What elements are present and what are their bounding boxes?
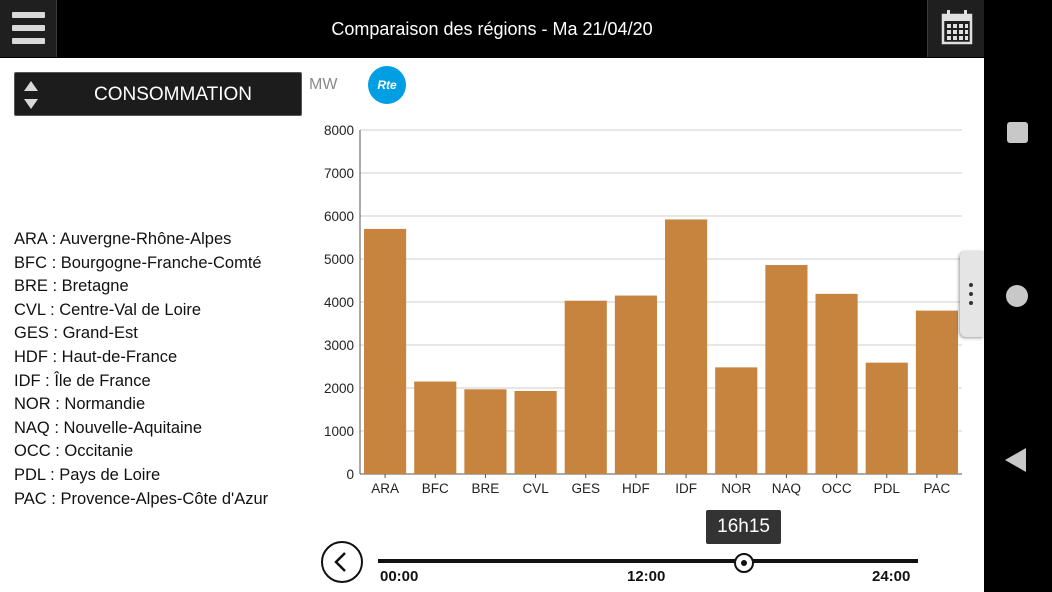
legend-item: PDL : Pays de Loire	[14, 465, 161, 484]
rte-logo: Rte	[368, 66, 406, 104]
x-tick-label: ARA	[371, 481, 399, 496]
metric-selector-label: CONSOMMATION	[94, 84, 252, 105]
legend-item: ARA : Auvergne-Rhône-Alpes	[14, 230, 232, 248]
back-triangle-icon[interactable]	[1005, 448, 1026, 472]
region-legend: ARA : Auvergne-Rhône-Alpes BFC : Bourgogn…	[14, 228, 268, 511]
bar-ara	[364, 228, 407, 474]
x-tick-label: NAQ	[772, 481, 801, 496]
x-tick-label: HDF	[622, 481, 650, 496]
system-nav-bar	[984, 0, 1052, 592]
x-tick-label: PAC	[924, 481, 951, 496]
x-tick-label: BRE	[472, 481, 500, 496]
home-icon[interactable]	[1006, 285, 1028, 307]
legend-item: PAC : Provence-Alpes-Côte d'Azur	[14, 489, 269, 508]
bar-pdl	[865, 362, 908, 474]
legend-item: BFC : Bourgogne-Franche-Comté	[14, 253, 262, 272]
slider-knob-dot	[740, 560, 747, 566]
x-tick-label: CVL	[522, 481, 549, 496]
legend-item: OCC : Occitanie	[14, 442, 134, 461]
legend-item: GES : Grand-Est	[14, 324, 138, 343]
x-tick-label: IDF	[675, 481, 697, 496]
y-tick-label: 6000	[324, 209, 354, 224]
x-tick-label: PDL	[874, 481, 901, 496]
y-tick-label: 0	[346, 467, 354, 482]
x-tick-label: OCC	[822, 481, 852, 496]
time-label-start: 00:00	[380, 568, 419, 585]
legend-item: NOR : Normandie	[14, 395, 146, 414]
y-tick-label: 4000	[324, 295, 354, 310]
time-label-mid: 12:00	[627, 568, 666, 585]
y-tick-label: 3000	[324, 338, 354, 353]
y-tick-label: 2000	[324, 381, 354, 396]
bar-chart: 0 1000 2000 3000 4000 5000 6000 7000 8000 ARA BFC B…	[324, 123, 962, 496]
bar-nor	[715, 367, 758, 474]
bar-bfc	[414, 381, 457, 474]
unit-label: MW	[309, 76, 338, 93]
legend-item: IDF : Île de France	[14, 371, 151, 390]
legend-item: NAQ : Nouvelle-Aquitaine	[14, 418, 203, 437]
side-panel-handle[interactable]	[960, 251, 984, 337]
y-tick-label: 8000	[324, 123, 354, 138]
chevron-left-icon	[334, 552, 346, 572]
bar-occ	[815, 293, 858, 474]
y-tick-label: 1000	[324, 424, 354, 439]
top-bar: Comparaison des régions - Ma 21/04/20	[0, 0, 984, 58]
bar-idf	[665, 219, 708, 474]
y-tick-label: 5000	[324, 252, 354, 267]
time-slider-knob[interactable]	[733, 553, 754, 573]
legend-item: BRE : Bretagne	[14, 277, 129, 296]
x-tick-label: BFC	[422, 481, 449, 496]
up-down-arrows-icon	[24, 81, 38, 109]
x-tick-label: NOR	[721, 481, 751, 496]
bar-bre	[464, 389, 507, 474]
bar-naq	[765, 265, 808, 474]
x-tick-label: GES	[571, 481, 600, 496]
back-button[interactable]	[321, 541, 363, 583]
time-tooltip: 16h15	[706, 510, 782, 544]
legend-item: CVL : Centre-Val de Loire	[14, 300, 202, 319]
time-slider-track[interactable]	[378, 559, 918, 563]
recents-icon[interactable]	[1007, 122, 1028, 143]
y-tick-label: 7000	[324, 166, 354, 181]
bar-hdf	[614, 295, 657, 474]
page-title: Comparaison des régions - Ma 21/04/20	[331, 19, 653, 39]
calendar-icon	[941, 10, 973, 45]
app-screen: Comparaison des régions - Ma 21/04/20	[0, 0, 984, 585]
bar-ges	[564, 300, 607, 474]
legend-item: HDF : Haut-de-France	[14, 347, 178, 366]
bar-pac	[915, 310, 958, 474]
menu-button[interactable]	[0, 0, 57, 57]
time-label-end: 24:00	[872, 568, 911, 585]
bar-cvl	[514, 391, 557, 474]
metric-selector[interactable]: CONSOMMATION	[14, 72, 302, 116]
calendar-button[interactable]	[927, 0, 984, 57]
